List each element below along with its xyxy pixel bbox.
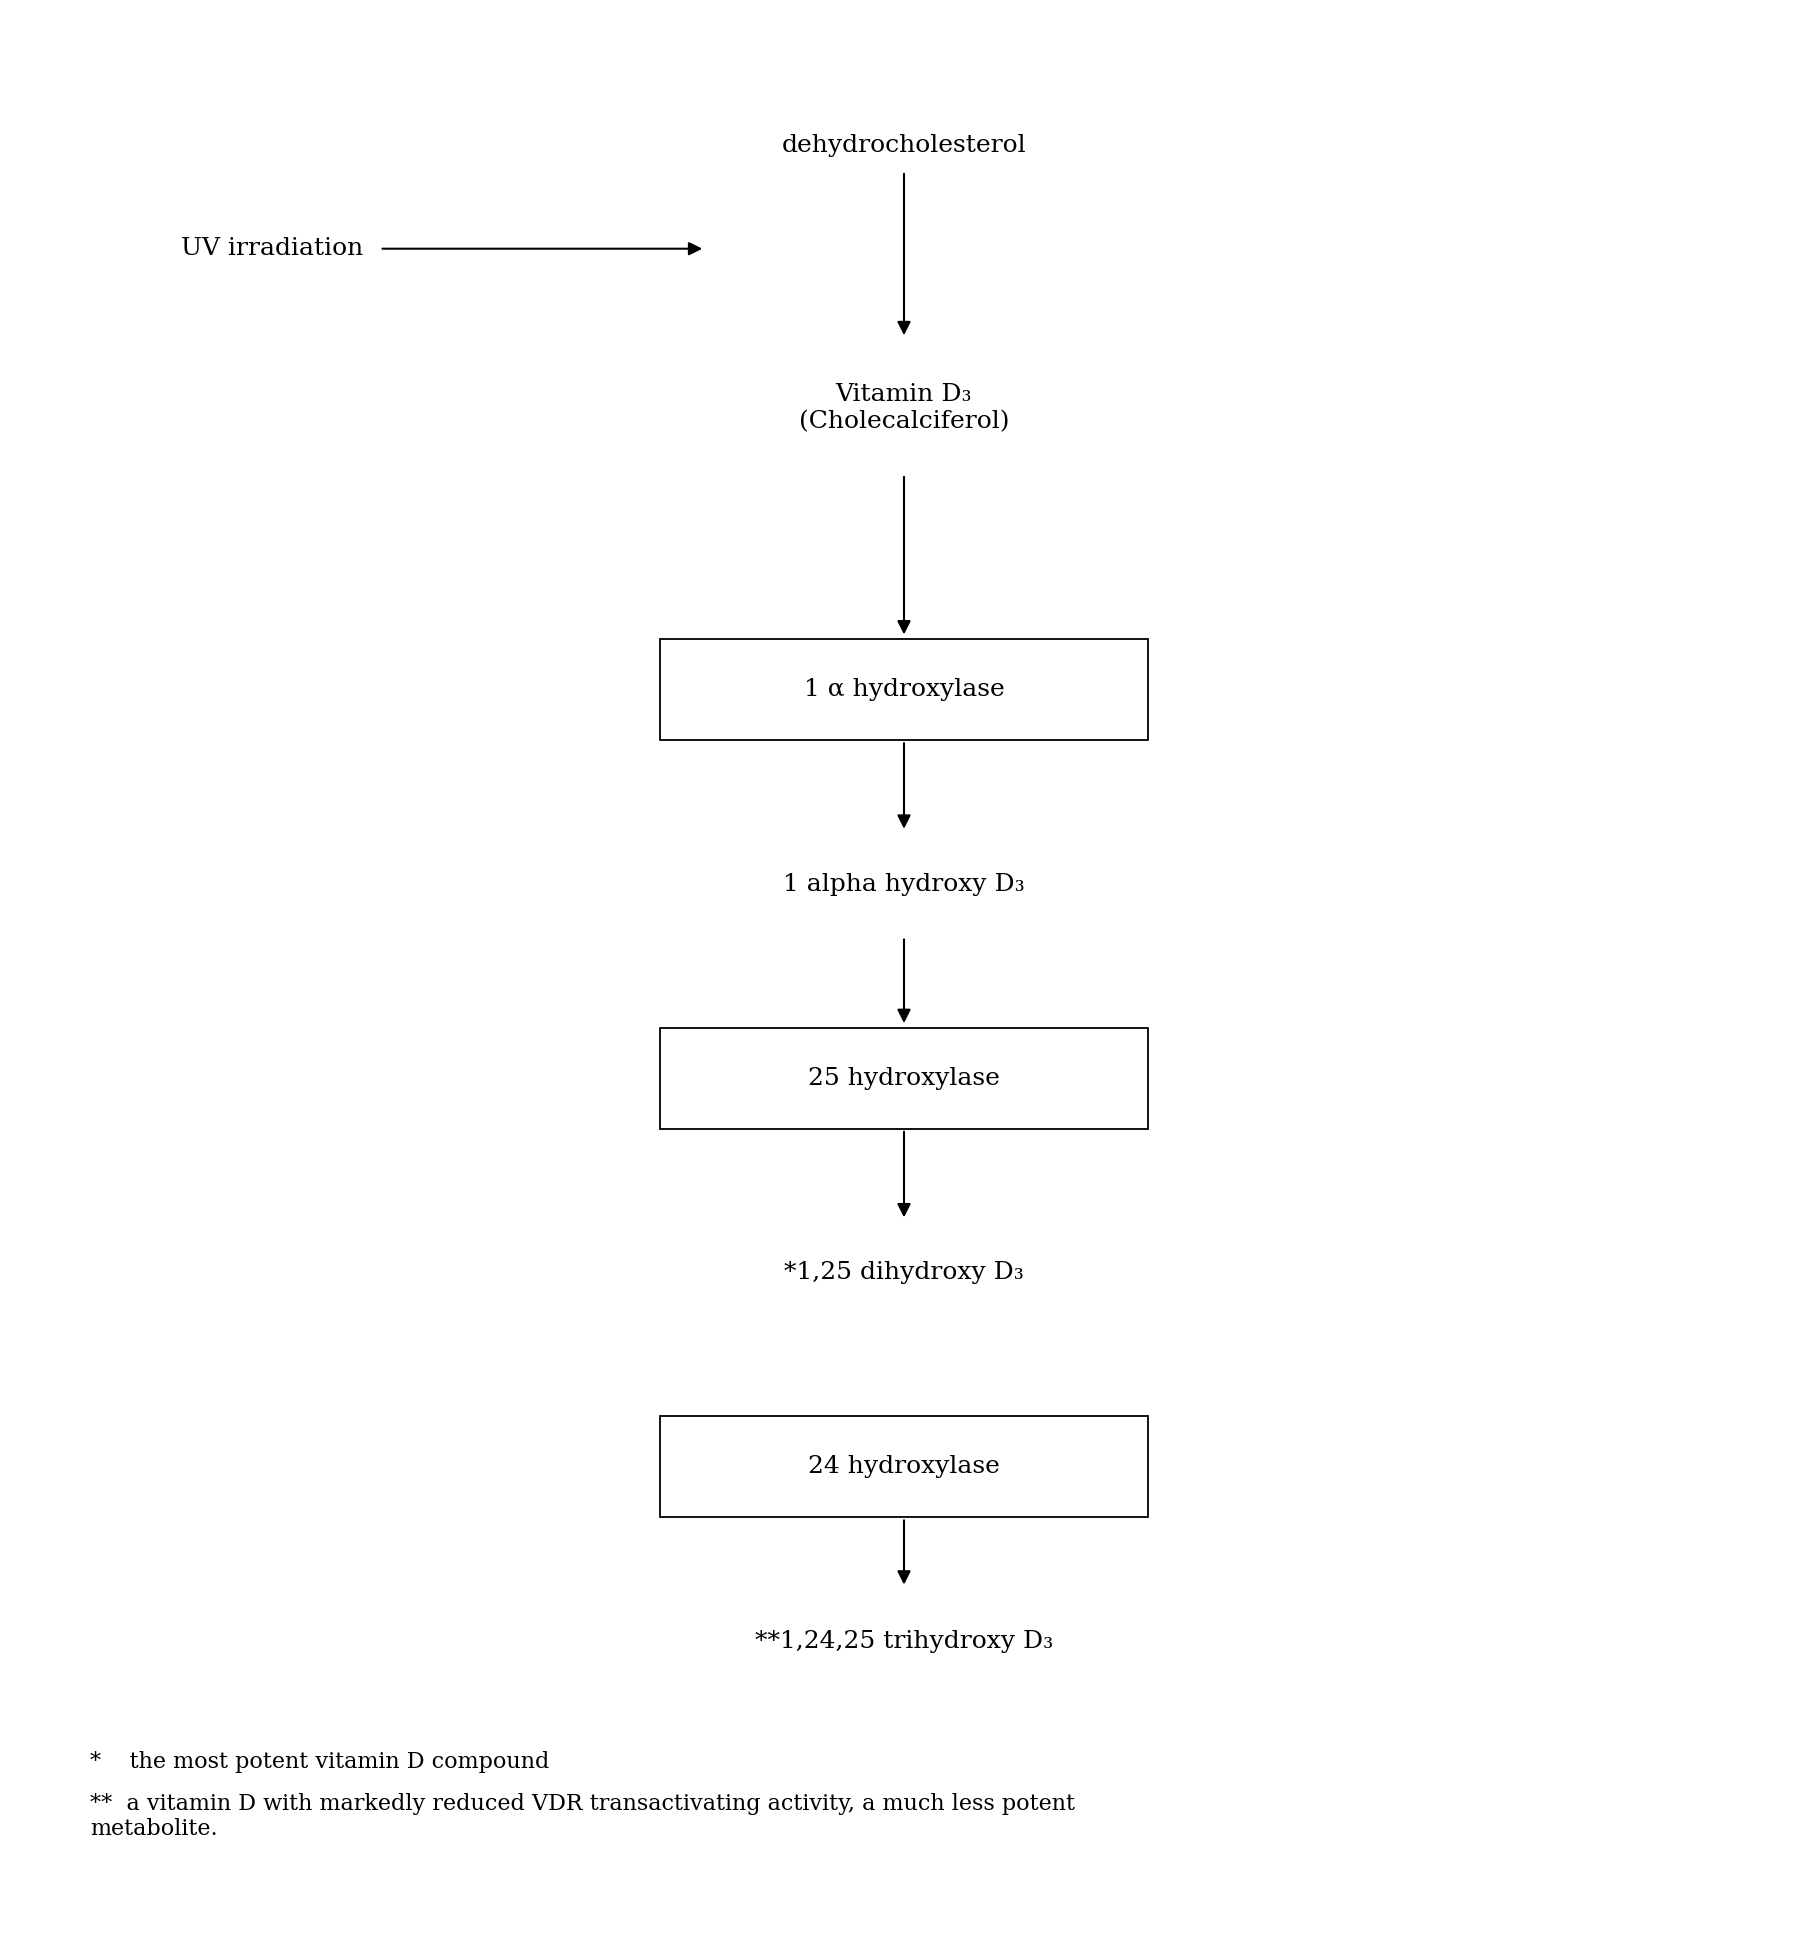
Text: *1,25 dihydroxy D₃: *1,25 dihydroxy D₃ — [784, 1261, 1023, 1284]
Text: UV irradiation: UV irradiation — [181, 237, 363, 260]
Text: 25 hydroxylase: 25 hydroxylase — [808, 1067, 999, 1090]
Text: **  a vitamin D with markedly reduced VDR transactivating activity, a much less : ** a vitamin D with markedly reduced VDR… — [90, 1793, 1075, 1840]
Text: *    the most potent vitamin D compound: * the most potent vitamin D compound — [90, 1751, 549, 1774]
Text: 1 alpha hydroxy D₃: 1 alpha hydroxy D₃ — [782, 872, 1025, 896]
Text: 24 hydroxylase: 24 hydroxylase — [808, 1455, 999, 1479]
Text: dehydrocholesterol: dehydrocholesterol — [781, 134, 1026, 157]
FancyBboxPatch shape — [660, 639, 1147, 740]
FancyBboxPatch shape — [660, 1416, 1147, 1517]
FancyBboxPatch shape — [660, 1028, 1147, 1129]
Text: 1 α hydroxylase: 1 α hydroxylase — [802, 678, 1005, 701]
Text: Vitamin D₃
(Cholecalciferol): Vitamin D₃ (Cholecalciferol) — [799, 383, 1008, 433]
Text: **1,24,25 trihydroxy D₃: **1,24,25 trihydroxy D₃ — [755, 1630, 1052, 1653]
